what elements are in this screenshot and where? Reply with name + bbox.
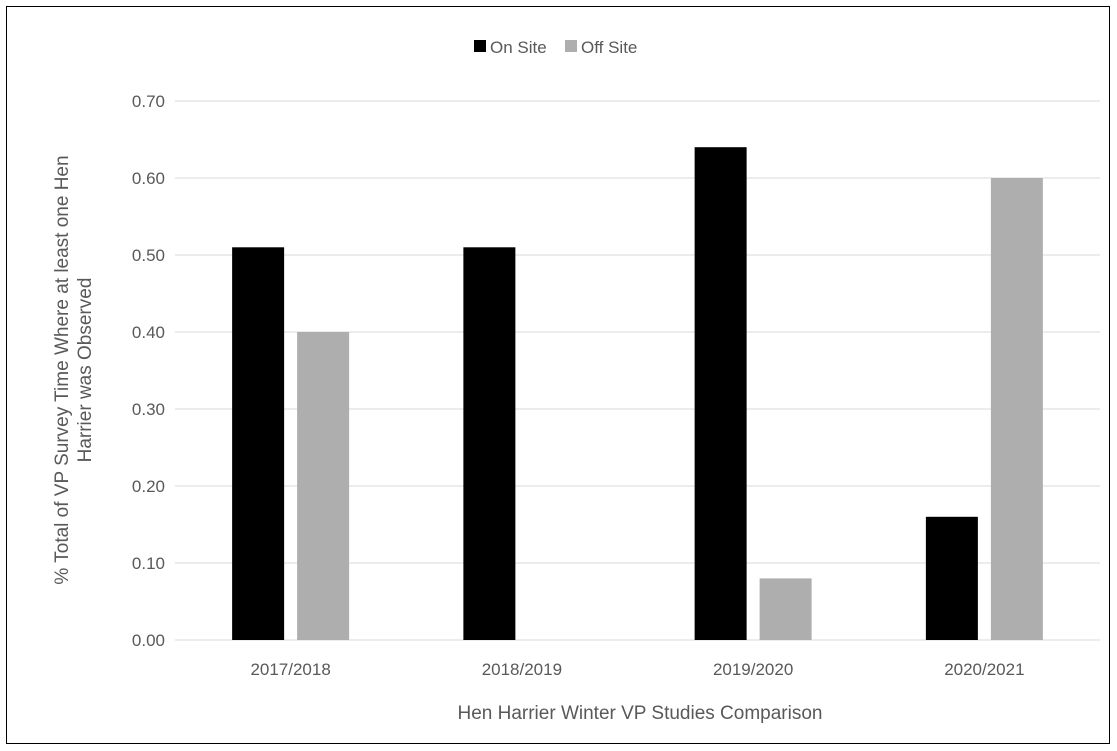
y-tick-label: 0.50 <box>132 246 165 265</box>
bar-off-site-2 <box>759 578 812 640</box>
x-tick-label: 2020/2021 <box>944 660 1024 679</box>
x-tick-label: 2019/2020 <box>713 660 793 679</box>
y-tick-label: 0.40 <box>132 323 165 342</box>
bar-on-site-2 <box>694 147 747 640</box>
bar-on-site-0 <box>232 247 285 641</box>
y-axis-ticks: 0.00 0.10 0.20 0.30 0.40 0.50 0.60 0.70 <box>132 92 165 650</box>
y-tick-label: 0.00 <box>132 631 165 650</box>
y-tick-label: 0.30 <box>132 400 165 419</box>
bars <box>232 147 1043 641</box>
x-axis-ticks: 2017/2018 2018/2019 2019/2020 2020/2021 <box>250 660 1024 679</box>
y-tick-label: 0.70 <box>132 92 165 111</box>
x-tick-label: 2018/2019 <box>482 660 562 679</box>
bar-off-site-0 <box>297 332 350 640</box>
bar-on-site-3 <box>925 516 978 640</box>
bar-on-site-1 <box>463 247 516 641</box>
y-tick-label: 0.20 <box>132 477 165 496</box>
legend-swatch-on-site <box>474 40 486 52</box>
legend: On Site Off Site <box>474 38 637 57</box>
x-axis-title: Hen Harrier Winter VP Studies Comparison <box>457 703 822 724</box>
x-tick-label: 2017/2018 <box>250 660 330 679</box>
legend-label-on-site: On Site <box>490 38 547 57</box>
y-tick-label: 0.10 <box>132 554 165 573</box>
bar-off-site-3 <box>990 178 1043 640</box>
y-axis-title-line-2: Harrier was Observed <box>75 278 96 463</box>
y-axis-title: % Total of VP Survey Time Where at least… <box>52 155 96 584</box>
legend-label-off-site: Off Site <box>581 38 637 57</box>
legend-swatch-off-site <box>565 40 577 52</box>
y-axis-title-line-1: % Total of VP Survey Time Where at least… <box>52 155 73 584</box>
y-tick-label: 0.60 <box>132 169 165 188</box>
